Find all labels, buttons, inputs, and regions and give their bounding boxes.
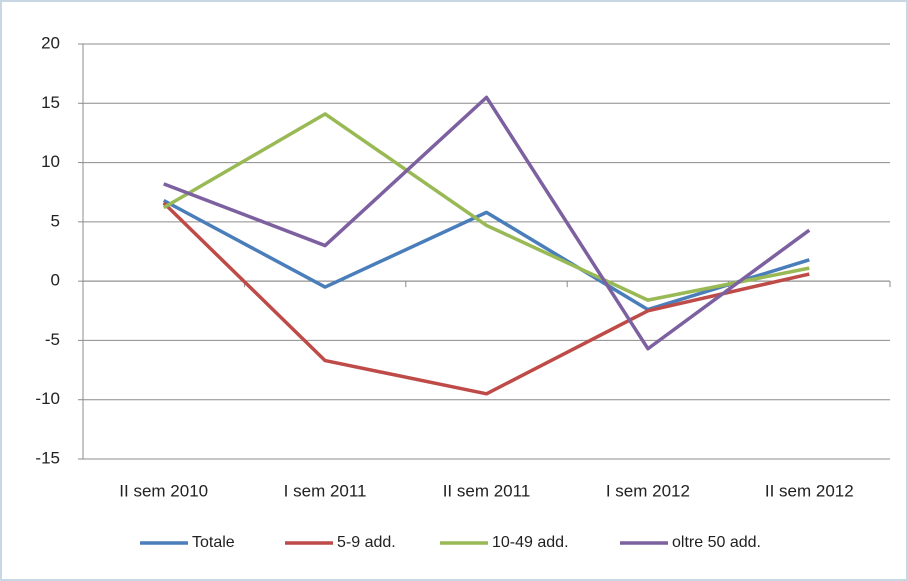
- x-tick-label: I sem 2012: [606, 481, 690, 500]
- legend-label: oltre 50 add.: [672, 534, 761, 551]
- y-tick-label: -5: [45, 330, 60, 349]
- series-line: [162, 112, 810, 302]
- y-tick-label: 0: [51, 271, 60, 290]
- x-tick-label: II sem 2012: [765, 481, 854, 500]
- y-tick-label: 5: [51, 211, 60, 230]
- series-line: [162, 198, 810, 312]
- x-tick-label: II sem 2010: [119, 481, 208, 500]
- series-line: [162, 201, 810, 396]
- y-tick-label: 20: [41, 33, 60, 52]
- legend-label: Totale: [192, 534, 235, 551]
- series-line: [163, 95, 811, 351]
- y-tick-label: 10: [41, 152, 60, 171]
- x-tick-label: II sem 2011: [443, 481, 531, 500]
- legend: Totale 5-9 add. 10-49 add. oltre 50 add.: [140, 534, 761, 551]
- y-tick-label: -10: [35, 389, 60, 408]
- legend-label: 10-49 add.: [492, 534, 569, 551]
- x-tick-label: I sem 2011: [284, 481, 367, 500]
- y-tick-label: 15: [41, 93, 60, 112]
- y-tick-label: -15: [35, 448, 60, 467]
- legend-label: 5-9 add.: [337, 534, 396, 551]
